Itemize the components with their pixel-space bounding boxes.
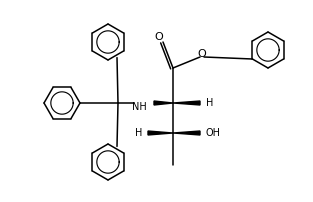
Text: H: H: [206, 98, 213, 108]
Text: OH: OH: [205, 128, 220, 138]
Polygon shape: [154, 101, 173, 105]
Polygon shape: [148, 131, 173, 135]
Text: NH: NH: [132, 102, 147, 112]
Text: O: O: [198, 49, 206, 59]
Text: H: H: [135, 128, 142, 138]
Polygon shape: [173, 131, 200, 135]
Text: O: O: [155, 32, 163, 42]
Polygon shape: [173, 101, 200, 105]
